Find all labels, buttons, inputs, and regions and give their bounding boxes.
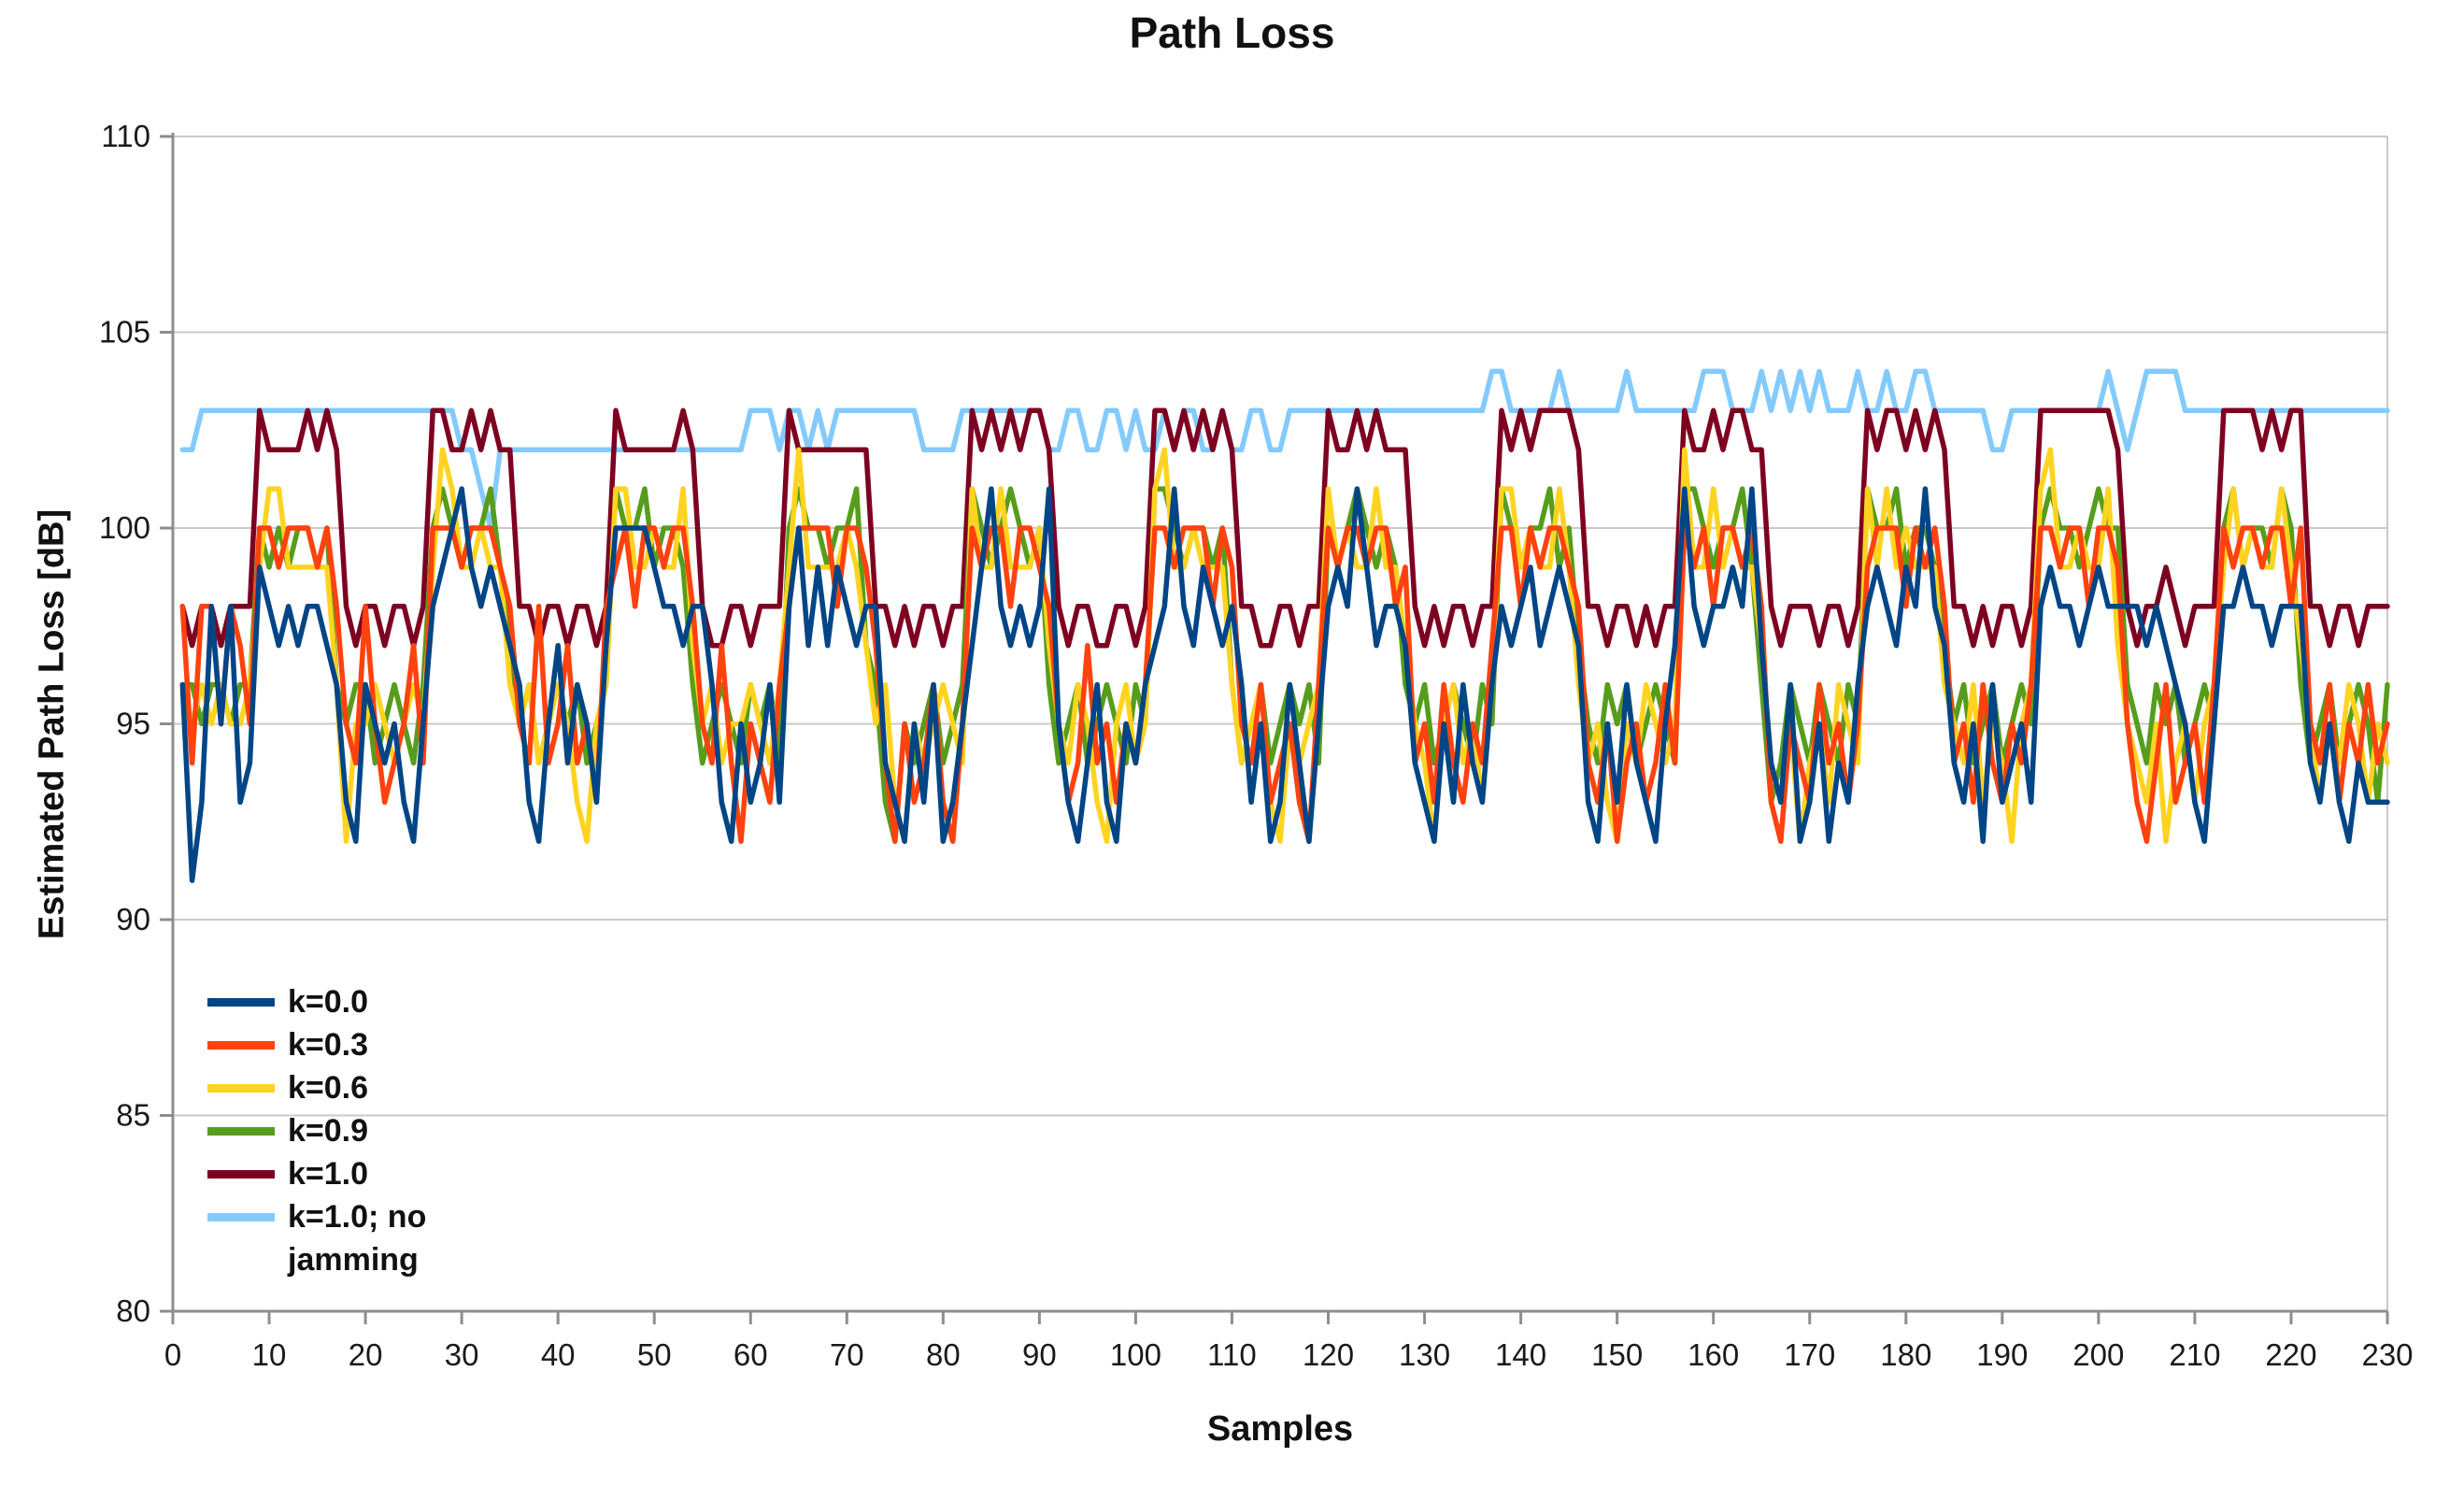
x-tick-label: 30 — [445, 1337, 479, 1372]
legend-item-k-0.3: k=0.3 — [207, 1023, 465, 1066]
x-tick-label: 210 — [2169, 1337, 2220, 1372]
legend: k=0.0 k=0.3 k=0.6 k=0.9 k=1.0 k=1.0; no … — [207, 980, 465, 1281]
x-tick-label: 170 — [1784, 1337, 1835, 1372]
legend-swatch-k-1.0 — [207, 1170, 275, 1179]
x-tick-label: 70 — [830, 1337, 864, 1372]
legend-label: k=0.3 — [288, 1027, 369, 1063]
legend-label: k=1.0; no jamming — [288, 1199, 427, 1278]
y-axis-title-text: Estimated Path Loss [dB] — [32, 508, 72, 940]
legend-item-k-1.0: k=1.0 — [207, 1152, 465, 1195]
legend-item-k-0.9: k=0.9 — [207, 1109, 465, 1152]
y-tick-label: 80 — [116, 1293, 150, 1328]
legend-label: k=0.9 — [288, 1113, 369, 1149]
x-tick-label: 130 — [1399, 1337, 1450, 1372]
legend-swatch-k-1.0-no-jamming — [207, 1213, 275, 1222]
x-tick-label: 200 — [2072, 1337, 2124, 1372]
x-tick-label: 40 — [541, 1337, 576, 1372]
x-tick-label: 190 — [1976, 1337, 2028, 1372]
x-tick-label: 0 — [164, 1337, 181, 1372]
y-tick-label: 95 — [116, 707, 150, 741]
x-tick-label: 20 — [349, 1337, 383, 1372]
legend-label: k=0.0 — [288, 984, 369, 1020]
legend-item-k-0.0: k=0.0 — [207, 980, 465, 1023]
x-tick-label: 60 — [734, 1337, 768, 1372]
legend-item-k-0.6: k=0.6 — [207, 1066, 465, 1109]
y-tick-label: 105 — [99, 315, 150, 350]
x-tick-label: 50 — [637, 1337, 672, 1372]
legend-swatch-k-0.3 — [207, 1041, 275, 1050]
x-tick-label: 140 — [1495, 1337, 1546, 1372]
legend-label: k=0.6 — [288, 1070, 369, 1106]
x-tick-label: 100 — [1110, 1337, 1161, 1372]
x-tick-label: 150 — [1591, 1337, 1643, 1372]
x-tick-label: 10 — [252, 1337, 287, 1372]
x-tick-label: 110 — [1207, 1337, 1257, 1372]
x-axis-title: Samples — [1206, 1409, 1354, 1449]
chart-title: Path Loss — [1129, 8, 1335, 57]
legend-swatch-k-0.9 — [207, 1127, 275, 1136]
legend-item-k-1.0-no-jamming: k=1.0; no jamming — [207, 1195, 465, 1281]
y-tick-label: 85 — [116, 1098, 150, 1133]
x-tick-label: 180 — [1880, 1337, 1931, 1372]
y-tick-label: 100 — [99, 510, 150, 545]
legend-label: k=1.0 — [288, 1156, 369, 1192]
x-tick-label: 220 — [2265, 1337, 2316, 1372]
series-line-k-1.0-no-jamming — [179, 368, 2390, 531]
x-tick-label: 230 — [2361, 1337, 2413, 1372]
x-tick-label: 120 — [1303, 1337, 1354, 1372]
series-line-k-1.0 — [179, 407, 2390, 649]
legend-swatch-k-0.6 — [207, 1084, 275, 1093]
legend-swatch-k-0.0 — [207, 998, 275, 1007]
x-tick-label: 160 — [1688, 1337, 1739, 1372]
series-line-k-0.0 — [179, 486, 2390, 883]
y-tick-label: 110 — [101, 119, 150, 153]
x-tick-label: 90 — [1022, 1337, 1057, 1372]
x-tick-label: 80 — [926, 1337, 961, 1372]
y-tick-label: 90 — [116, 902, 150, 936]
